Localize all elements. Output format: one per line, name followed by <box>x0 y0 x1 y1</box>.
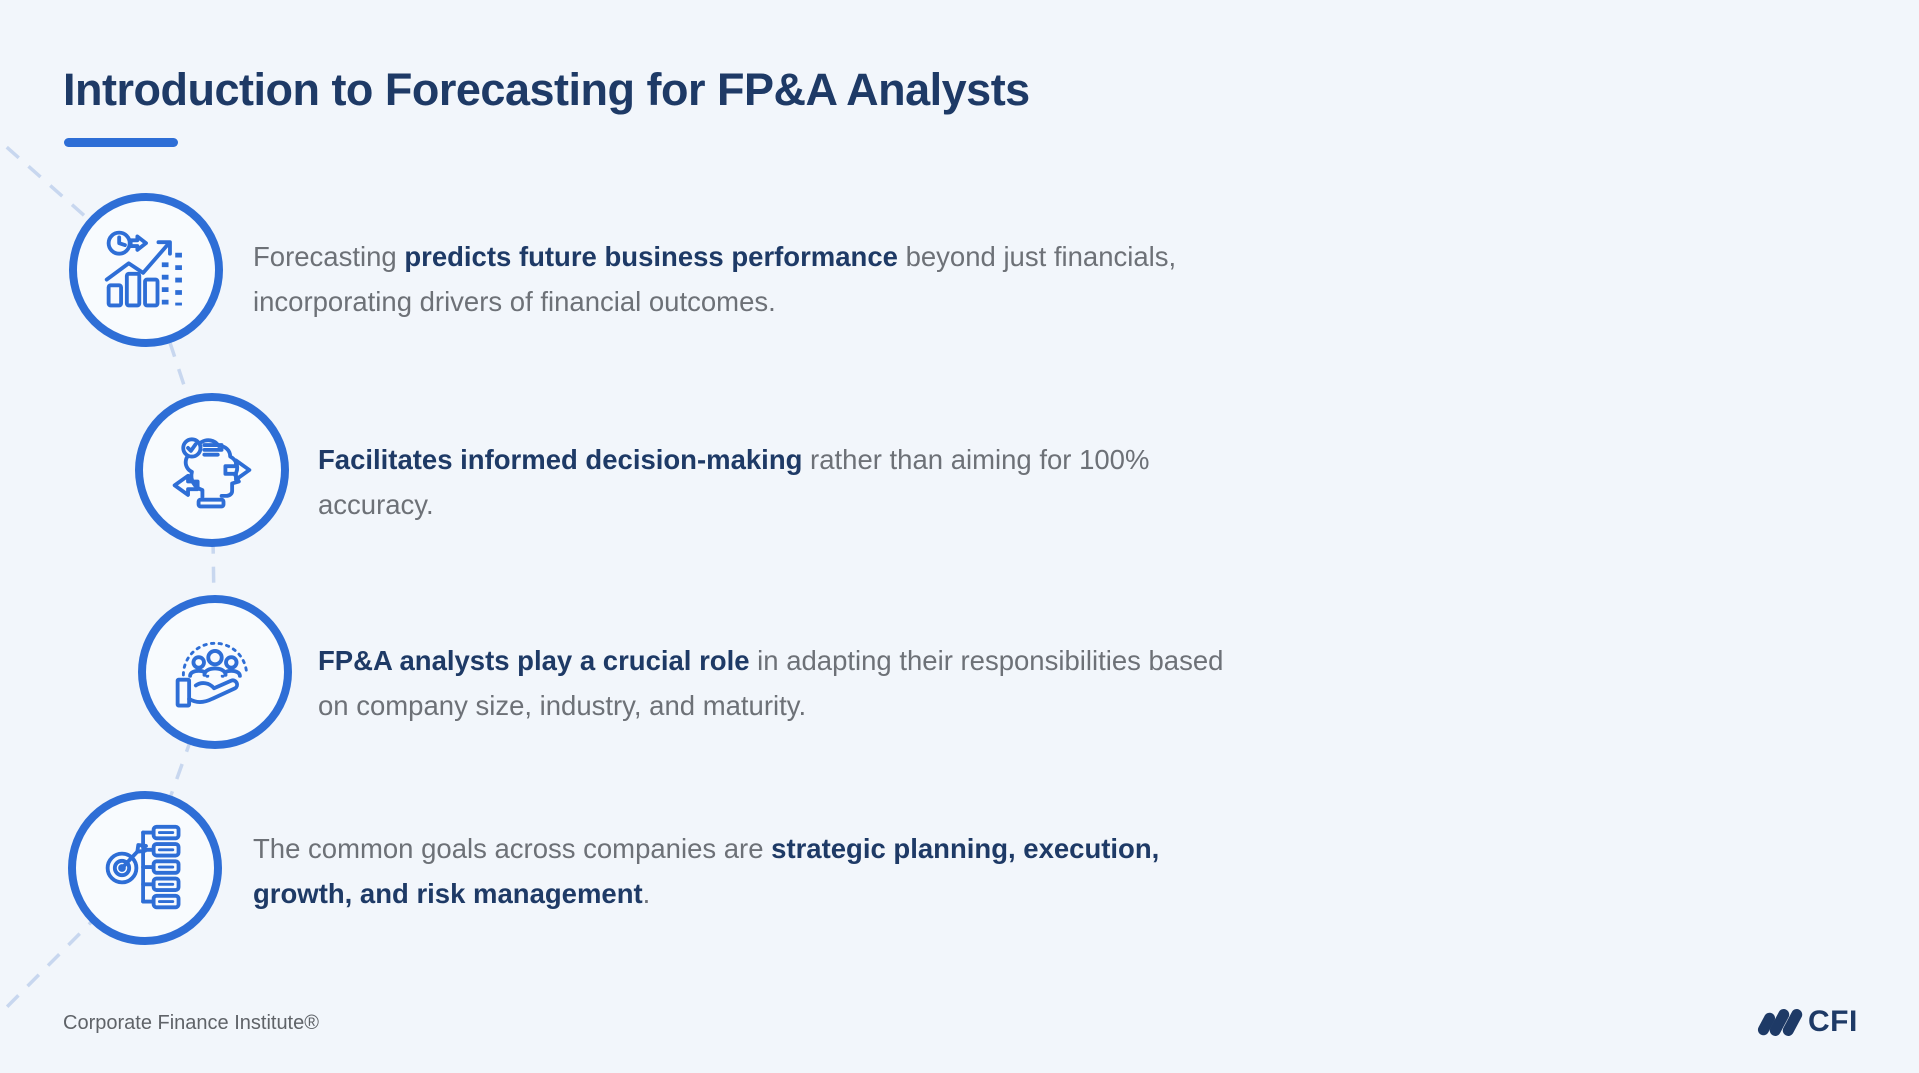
body-text: Forecasting <box>253 241 405 272</box>
step-circle-3 <box>138 595 292 749</box>
body-text: rather than aiming for 100% accuracy. <box>318 444 1150 520</box>
body-text: beyond just financials, incorporating dr… <box>253 241 1177 317</box>
emphasis-text: Facilitates informed decision-making <box>318 444 803 475</box>
step-circle-1 <box>69 193 223 347</box>
footer-company-name: Corporate Finance Institute® <box>63 1012 319 1034</box>
emphasis-text: predicts future business performance <box>404 241 898 272</box>
emphasis-text: FP&A analysts play a crucial role <box>318 645 750 676</box>
step-text-1: Forecasting predicts future business per… <box>253 234 1213 324</box>
body-text: in adapting their responsibilities based… <box>318 645 1224 721</box>
emphasis-text: strategic planning, execution, growth, a… <box>253 833 1160 909</box>
strategic-goals-target-icon <box>105 824 181 910</box>
forecast-trend-chart-icon <box>104 230 182 308</box>
cfi-logo: CFI <box>1756 1004 1858 1040</box>
cfi-logo-text: CFI <box>1808 1005 1858 1038</box>
team-support-hand-icon <box>175 641 249 708</box>
page-title: Introduction to Forecasting for FP&A Ana… <box>63 64 1030 115</box>
body-text: The common goals across companies are <box>253 833 772 864</box>
informed-decision-head-icon <box>172 437 252 509</box>
step-circle-2 <box>135 393 289 547</box>
cfi-logo-bars-icon <box>1756 1006 1805 1038</box>
body-text: . <box>642 878 651 909</box>
step-text-4: The common goals across companies are st… <box>253 826 1163 916</box>
step-circle-4 <box>68 791 222 945</box>
step-text-3: FP&A analysts play a crucial role in ada… <box>318 638 1248 728</box>
step-text-2: Facilitates informed decision-making rat… <box>318 437 1198 527</box>
title-underline-accent <box>64 138 178 147</box>
